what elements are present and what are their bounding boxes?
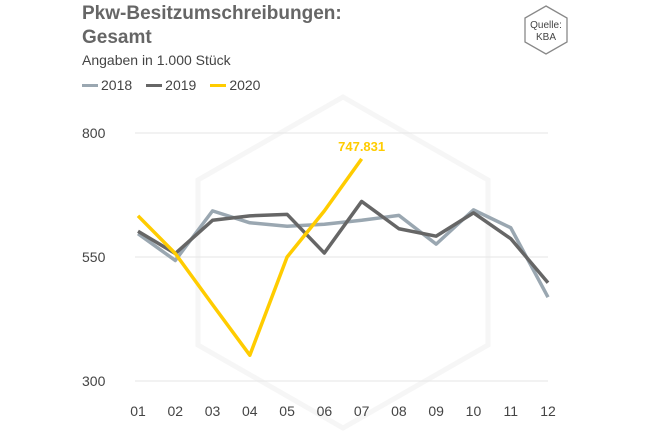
x-tick-label: 12 — [540, 403, 556, 419]
source-value: KBA — [536, 32, 556, 43]
legend: 2018 2019 2020 — [82, 77, 260, 93]
x-tick-label: 11 — [503, 403, 518, 419]
x-tick-label: 08 — [391, 403, 407, 419]
watermark-hexagon — [195, 94, 491, 431]
x-tick-label: 01 — [130, 403, 146, 419]
y-tick-label: 550 — [82, 249, 106, 265]
x-tick-label: 02 — [167, 403, 183, 419]
source-badge: Quelle: KBA — [524, 5, 568, 55]
x-tick-label: 03 — [205, 403, 221, 419]
x-tick-label: 10 — [466, 403, 482, 419]
y-tick-label: 800 — [82, 125, 106, 141]
series-line-2020 — [136, 157, 364, 357]
chart-subtitle: Angaben in 1.000 Stück — [82, 52, 231, 68]
legend-item-2018: 2018 — [82, 77, 132, 93]
title-line-2: Gesamt — [82, 27, 152, 48]
x-tick-label: 06 — [317, 403, 333, 419]
legend-item-2020: 2020 — [210, 77, 260, 93]
title-line-1: Pkw-Besitzumschreibungen: — [82, 3, 342, 24]
x-tick-label: 07 — [354, 403, 370, 419]
x-tick-label: 04 — [242, 403, 258, 419]
y-tick-label: 300 — [82, 373, 106, 389]
source-label: Quelle: — [530, 20, 562, 31]
x-tick-label: 09 — [428, 403, 444, 419]
series-line-2019 — [137, 199, 550, 284]
chart-title: Pkw-Besitzumschreibungen: Gesamt — [82, 2, 342, 50]
x-tick-label: 05 — [279, 403, 295, 419]
legend-item-2019: 2019 — [146, 77, 196, 93]
data-label-2020-07: 747.831 — [338, 139, 385, 154]
series-line-2018 — [136, 208, 550, 299]
